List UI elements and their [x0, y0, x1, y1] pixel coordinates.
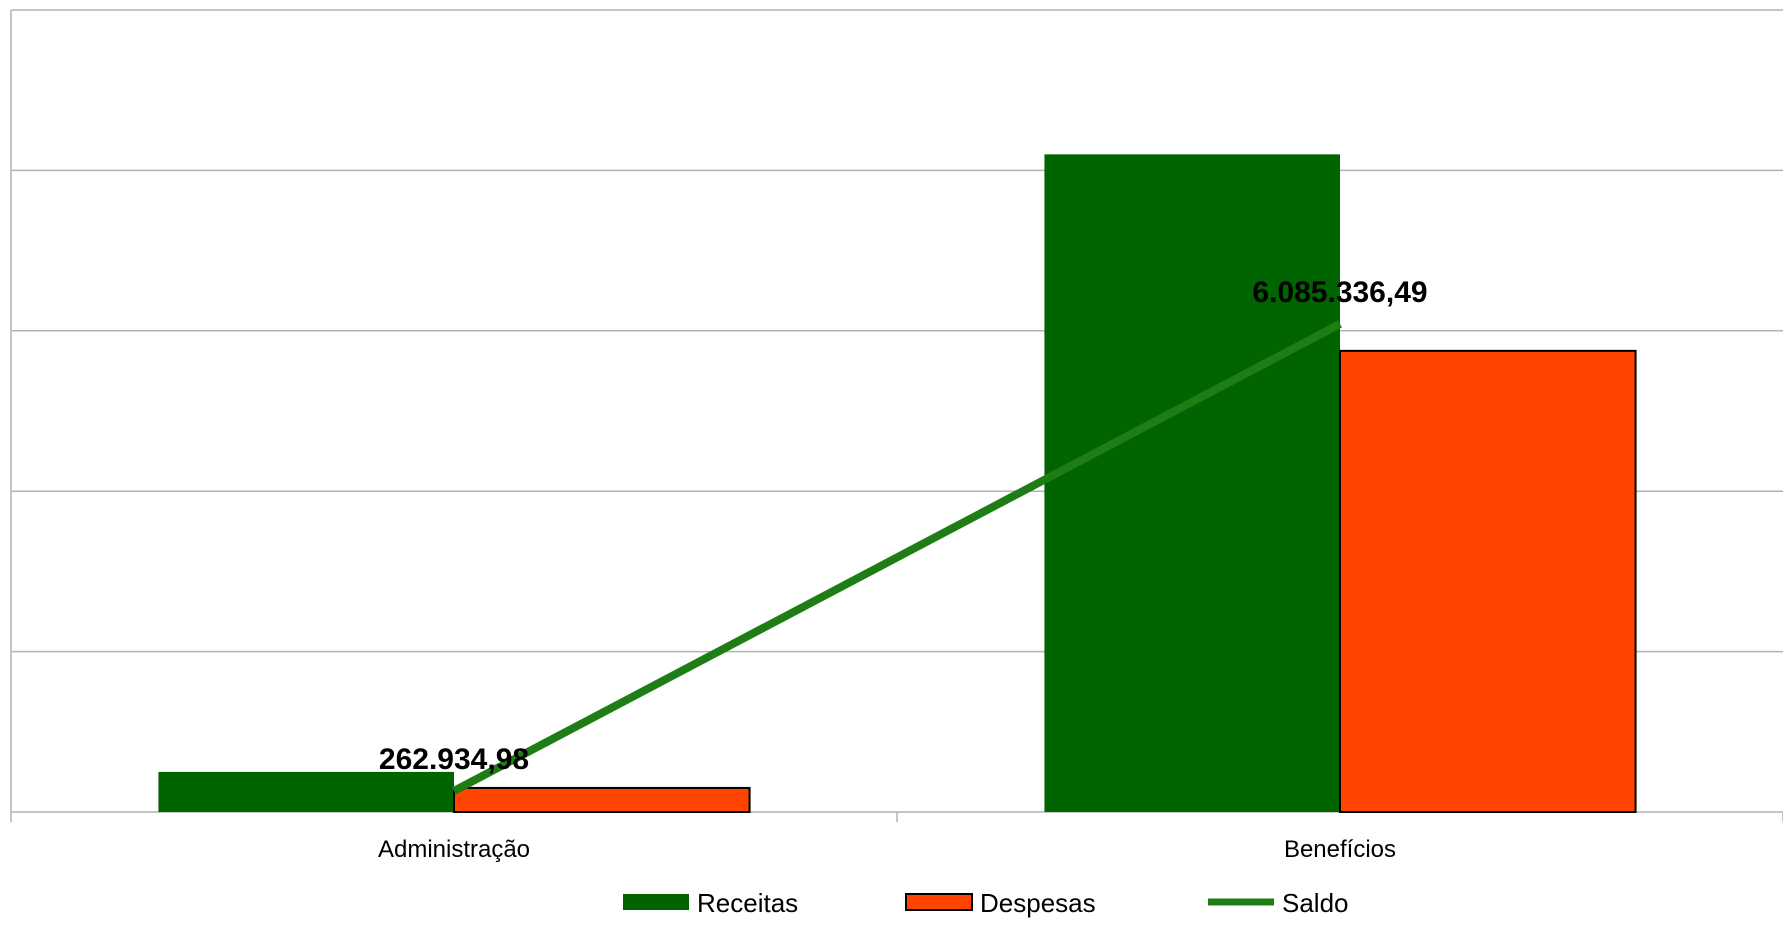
legend-item-receitas: Receitas	[623, 888, 798, 918]
legend-swatch-despesas	[905, 893, 973, 911]
data-label-saldo-0: 262.934,98	[379, 743, 529, 776]
x-axis-tick-label: Administração	[378, 836, 530, 863]
legend-item-saldo: Saldo	[1208, 888, 1349, 918]
bars-layer	[158, 154, 1637, 814]
data-label-saldo-1: 6.085.336,49	[1252, 276, 1427, 309]
legend-label-saldo: Saldo	[1282, 888, 1349, 918]
legend-label-despesas: Despesas	[980, 888, 1096, 918]
legend-layer: Receitas Despesas Saldo	[623, 888, 1349, 918]
series-line-saldo	[452, 320, 1342, 795]
axis-layer: Administração Benefícios	[10, 10, 1783, 863]
bar-receitas-0	[158, 771, 454, 812]
x-axis-tick-label: Benefícios	[1284, 836, 1396, 863]
legend-swatch-receitas	[623, 894, 689, 910]
legend-item-despesas: Despesas	[905, 888, 1096, 918]
bar-receitas-1	[1044, 154, 1340, 813]
bar-despesas-0	[453, 786, 751, 814]
line-layer	[452, 320, 1342, 795]
legend-label-receitas: Receitas	[697, 888, 798, 918]
labels-layer: 262.934,98 6.085.336,49	[379, 276, 1428, 776]
bar-despesas-1	[1339, 349, 1637, 813]
